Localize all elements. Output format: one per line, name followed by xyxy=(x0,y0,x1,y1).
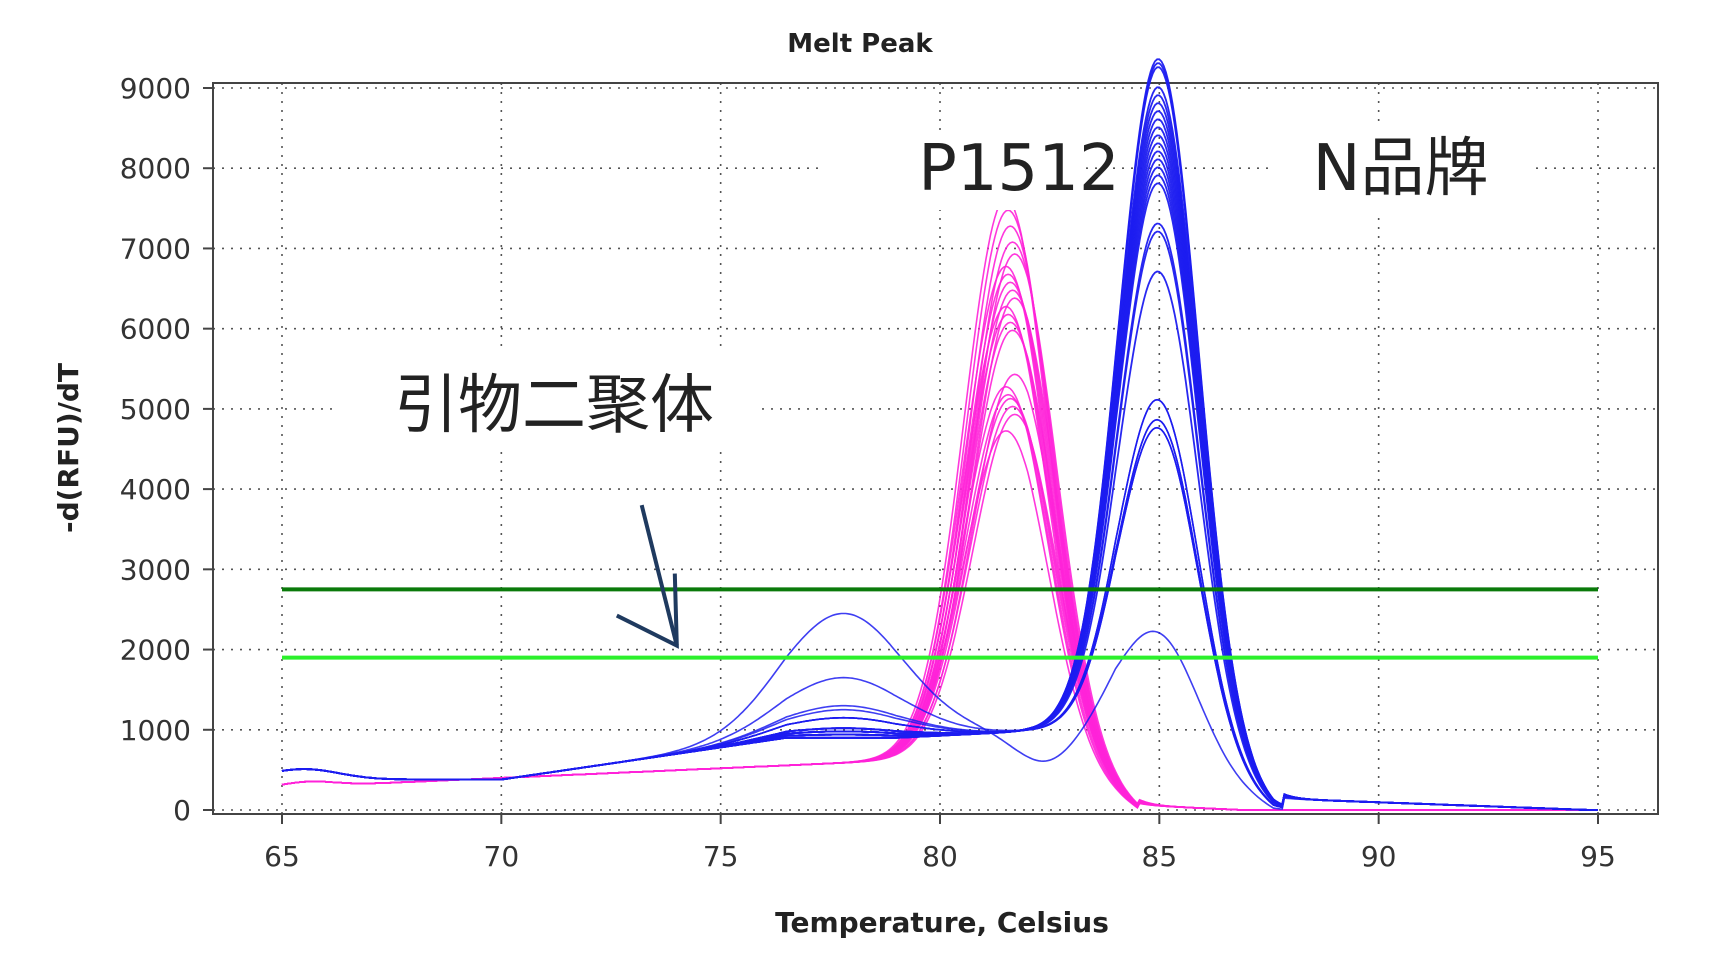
x-tick-label: 70 xyxy=(484,840,520,873)
x-tick-label: 85 xyxy=(1142,840,1178,873)
chart-title: Melt Peak xyxy=(787,29,933,59)
x-tick-label: 80 xyxy=(922,840,958,873)
y-tick-label: 4000 xyxy=(120,473,191,506)
annotations: P1512 N品牌 引物二聚体 xyxy=(335,125,1530,649)
x-tick-label: 65 xyxy=(264,840,300,873)
n-brand-curve xyxy=(281,142,1598,811)
n-brand-curve xyxy=(281,158,1598,811)
p1512-curve xyxy=(281,397,1598,811)
annotation-backdrop-primer-dimer xyxy=(335,350,755,450)
y-tick-label: 6000 xyxy=(120,313,191,346)
y-tick-label: 9000 xyxy=(120,72,191,105)
y-tick-label: 5000 xyxy=(120,393,191,426)
x-axis-label: Temperature, Celsius xyxy=(775,906,1109,939)
x-tick-label: 90 xyxy=(1361,840,1397,873)
annotation-p1512: P1512 xyxy=(918,132,1119,206)
n-brand-curve xyxy=(281,182,1598,811)
arrow-shaft xyxy=(639,504,679,647)
n-brand-dimer-curve xyxy=(281,426,1598,811)
threshold-lines xyxy=(282,587,1598,660)
p1512-curve xyxy=(281,265,1598,811)
x-tick-label: 75 xyxy=(703,840,739,873)
y-tick-label: 1000 xyxy=(120,714,191,747)
annotation-n-brand: N品牌 xyxy=(1313,132,1489,206)
axis-ticks: 65 70 75 80 85 90 95 0 1000 2000 3000 4000 5000 6000 7… xyxy=(120,72,1616,873)
primer-dimer-arrow xyxy=(615,504,679,649)
y-axis-label: -d(RFU)/dT xyxy=(52,363,85,533)
y-tick-label: 7000 xyxy=(120,232,191,265)
y-tick-label: 8000 xyxy=(120,152,191,185)
annotation-primer-dimer: 引物二聚体 xyxy=(394,369,714,443)
melt-curves xyxy=(281,58,1598,811)
p1512-curve xyxy=(281,430,1598,811)
y-tick-label: 2000 xyxy=(120,634,191,667)
annotation-backdrop-n-brand xyxy=(1268,125,1530,217)
plot-frame xyxy=(212,82,1659,815)
y-tick-label: 0 xyxy=(173,794,191,827)
annotation-backdrop-p1512 xyxy=(820,135,1080,210)
x-tick-label: 95 xyxy=(1580,840,1616,873)
arrow-head xyxy=(615,573,679,649)
y-tick-label: 3000 xyxy=(120,553,191,586)
n-brand-curve xyxy=(281,118,1598,811)
n-brand-curve xyxy=(281,126,1598,811)
